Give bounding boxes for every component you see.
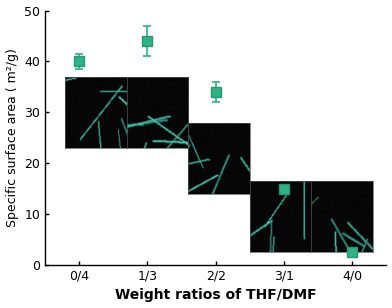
X-axis label: Weight ratios of THF/DMF: Weight ratios of THF/DMF (115, 289, 316, 302)
Y-axis label: Specific surface area ( m²/g): Specific surface area ( m²/g) (5, 48, 18, 227)
